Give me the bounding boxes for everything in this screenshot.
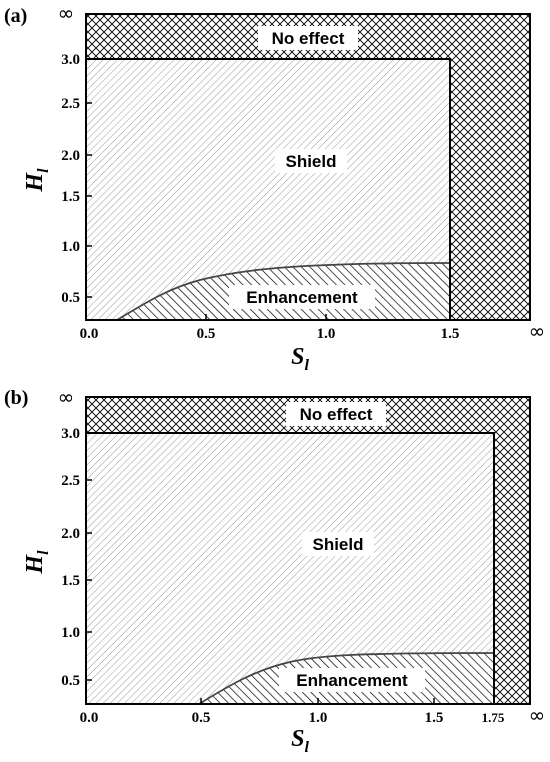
panel-b-y-ticks: 0.5 1.0 1.5 2.0 2.5 3.0 (61, 426, 92, 689)
panel-b-no-effect-label: No effect (300, 405, 373, 424)
panel-b-xtick-1.0: 1.0 (309, 710, 328, 726)
panel-b-ytick-0.5: 0.5 (61, 673, 80, 689)
panel-b-ytick-2.0: 2.0 (61, 526, 80, 542)
panel-b-x-infinity: ∞ (529, 703, 546, 727)
panel-b-x-ticks: 0.0 0.5 1.0 1.5 1.75 (80, 698, 505, 726)
panel-b-xtick-1.75: 1.75 (482, 710, 505, 725)
panel-a-xtick-0.0: 0.0 (80, 326, 99, 342)
panel-a-enhancement-boundary (116, 262, 451, 321)
panel-a-ytick-0.5: 0.5 (61, 290, 80, 306)
panel-b-xtick-0.0: 0.0 (80, 710, 99, 726)
panel-a-no-effect-label: No effect (272, 29, 345, 48)
panel-b-xtick-1.5: 1.5 (425, 710, 444, 726)
panel-a-y-axis-title: Hl (22, 168, 52, 193)
panel-a: No effect Shield Enhancement (a) ∞ ∞ 0.5… (4, 1, 545, 374)
panel-a-xtick-1.0: 1.0 (317, 326, 336, 342)
panel-a-ytick-2.5: 2.5 (61, 96, 80, 112)
panel-b-x-axis-title: Sl (291, 726, 309, 756)
panel-b-enhancement-boundary (198, 652, 495, 705)
panel-a-ytick-1.0: 1.0 (61, 239, 80, 255)
panel-a-y-infinity: ∞ (58, 1, 75, 25)
panel-b-ytick-3.0: 3.0 (61, 426, 80, 442)
panel-b-ytick-1.0: 1.0 (61, 625, 80, 641)
panel-a-label: (a) (4, 5, 27, 27)
panel-a-plot-frame (85, 13, 531, 321)
panel-b-enhancement-label: Enhancement (296, 671, 408, 690)
panel-a-shield-label: Shield (285, 152, 336, 171)
panel-b-y-infinity: ∞ (58, 385, 75, 409)
panel-a-y-ticks: 0.5 1.0 1.5 2.0 2.5 3.0 (61, 52, 92, 306)
panel-a-ytick-3.0: 3.0 (61, 52, 80, 68)
panel-a-xtick-1.5: 1.5 (441, 326, 460, 342)
panel-b-y-axis-title: Hl (22, 550, 52, 575)
panel-a-x-infinity: ∞ (529, 319, 546, 343)
panel-b-xtick-0.5: 0.5 (192, 710, 211, 726)
panel-b-shield-label: Shield (312, 535, 363, 554)
panel-a-x-axis-title: Sl (291, 344, 309, 374)
panel-b-ytick-1.5: 1.5 (61, 573, 80, 589)
panel-b: No effect Shield Enhancement (b) ∞ ∞ 0.5… (4, 385, 545, 756)
panel-a-x-ticks: 0.0 0.5 1.0 1.5 (80, 314, 460, 342)
panel-a-xtick-0.5: 0.5 (197, 326, 216, 342)
panel-a-enhancement-label: Enhancement (246, 288, 358, 307)
panel-b-plot-frame (85, 396, 531, 705)
panel-b-label: (b) (4, 387, 28, 409)
panel-b-ytick-2.5: 2.5 (61, 473, 80, 489)
panel-a-ytick-2.0: 2.0 (61, 148, 80, 164)
panel-a-ytick-1.5: 1.5 (61, 189, 80, 205)
